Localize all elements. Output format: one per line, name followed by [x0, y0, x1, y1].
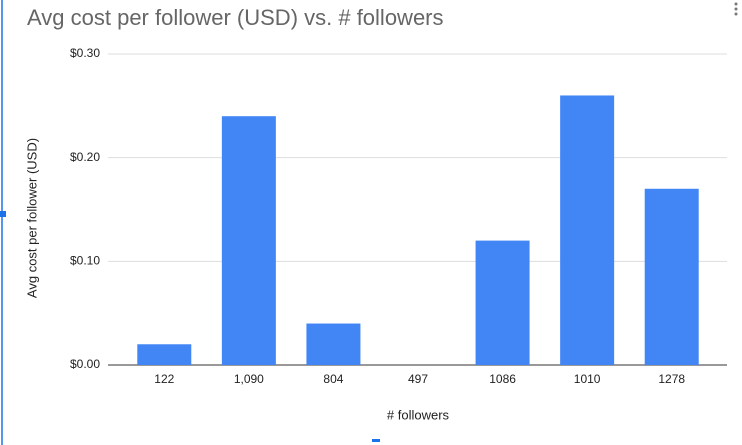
x-tick-label: 1010	[574, 372, 601, 386]
y-tick-label: $0.10	[70, 254, 100, 268]
x-tick-label: 804	[323, 372, 343, 386]
x-tick-label: 1278	[658, 372, 685, 386]
bar	[475, 240, 530, 365]
y-tick-label: $0.20	[70, 150, 100, 164]
bar	[644, 188, 699, 365]
x-tick-label: 122	[154, 372, 174, 386]
x-tick-label: 497	[408, 372, 428, 386]
bar	[306, 323, 361, 365]
y-axis-title: Avg cost per follower (USD)	[24, 138, 39, 298]
bar	[560, 95, 615, 365]
bar	[221, 116, 276, 365]
resize-handle[interactable]	[0, 211, 6, 217]
resize-handle[interactable]	[372, 439, 380, 442]
x-axis-title: # followers	[387, 407, 450, 422]
y-tick-label: $0.00	[70, 357, 100, 371]
x-tick-label: 1086	[489, 372, 516, 386]
x-tick-label: 1,090	[234, 372, 264, 386]
bar	[137, 344, 192, 365]
y-tick-label: $0.30	[70, 46, 100, 60]
menu-dots[interactable]	[734, 2, 738, 16]
chart-title: Avg cost per follower (USD) vs. # follow…	[27, 5, 444, 30]
